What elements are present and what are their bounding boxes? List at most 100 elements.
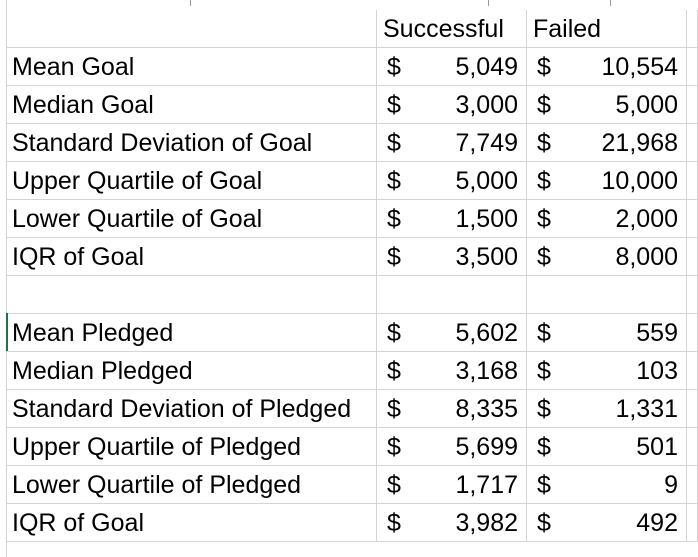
empty-row	[0, 276, 698, 314]
successful-cell[interactable]: $ 5,049	[377, 48, 527, 86]
currency-symbol: $	[387, 319, 401, 347]
failed-value: 10,554	[601, 53, 678, 81]
successful-value: 5,000	[455, 167, 518, 195]
cell[interactable]	[687, 10, 698, 48]
successful-cell[interactable]: $ 5,699	[377, 428, 527, 466]
row-label[interactable]: IQR of Goal	[7, 504, 377, 542]
cell[interactable]: Successful	[377, 10, 527, 48]
cell[interactable]	[687, 162, 698, 200]
cell[interactable]	[687, 48, 698, 86]
row-gutter	[0, 0, 7, 557]
failed-value: 21,968	[601, 129, 678, 157]
successful-cell[interactable]: $ 3,000	[377, 86, 527, 124]
currency-symbol: $	[387, 129, 401, 157]
cell[interactable]	[687, 504, 698, 542]
failed-value: 8,000	[615, 243, 678, 271]
currency-symbol: $	[387, 395, 401, 423]
active-cell-indicator	[6, 313, 8, 351]
table-row: Upper Quartile of Goal $ 5,000 $ 10,000	[0, 162, 698, 200]
header-failed: Failed	[533, 15, 602, 43]
currency-symbol: $	[537, 167, 551, 195]
cell[interactable]	[687, 276, 698, 314]
failed-cell[interactable]: $ 1,331	[527, 390, 687, 428]
cell[interactable]	[687, 390, 698, 428]
header-successful: Successful	[383, 15, 504, 43]
clipped-glyph	[190, 0, 191, 6]
cell[interactable]	[377, 276, 527, 314]
clipped-glyph	[610, 0, 611, 6]
row-label[interactable]: Mean Pledged	[7, 314, 377, 352]
currency-symbol: $	[387, 243, 401, 271]
failed-cell[interactable]: $ 8,000	[527, 238, 687, 276]
table-row: Lower Quartile of Pledged $ 1,717 $ 9	[0, 466, 698, 504]
failed-value: 5,000	[615, 91, 678, 119]
cell[interactable]	[7, 276, 377, 314]
cell[interactable]	[687, 314, 698, 352]
successful-value: 3,168	[455, 357, 518, 385]
currency-symbol: $	[537, 509, 551, 537]
failed-cell[interactable]: $ 9	[527, 466, 687, 504]
successful-value: 3,000	[455, 91, 518, 119]
failed-value: 9	[664, 471, 678, 499]
failed-cell[interactable]: $ 5,000	[527, 86, 687, 124]
failed-value: 103	[636, 357, 678, 385]
row-label[interactable]: Standard Deviation of Pledged	[7, 390, 377, 428]
successful-value: 1,500	[455, 205, 518, 233]
row-label[interactable]: Median Goal	[7, 86, 377, 124]
currency-symbol: $	[387, 205, 401, 233]
failed-cell[interactable]: $ 10,000	[527, 162, 687, 200]
failed-cell[interactable]: $ 103	[527, 352, 687, 390]
row-label[interactable]: Standard Deviation of Goal	[7, 124, 377, 162]
failed-cell[interactable]: $ 21,968	[527, 124, 687, 162]
cell[interactable]	[687, 200, 698, 238]
table-row: Median Goal $ 3,000 $ 5,000	[0, 86, 698, 124]
cell[interactable]	[687, 238, 698, 276]
currency-symbol: $	[387, 53, 401, 81]
successful-cell[interactable]: $ 3,168	[377, 352, 527, 390]
successful-value: 7,749	[455, 129, 518, 157]
failed-value: 559	[636, 319, 678, 347]
successful-cell[interactable]: $ 5,602	[377, 314, 527, 352]
cell[interactable]	[687, 466, 698, 504]
successful-cell[interactable]: $ 1,500	[377, 200, 527, 238]
successful-value: 5,602	[455, 319, 518, 347]
cell[interactable]	[527, 276, 687, 314]
table-row: Lower Quartile of Goal $ 1,500 $ 2,000	[0, 200, 698, 238]
row-label[interactable]: Upper Quartile of Goal	[7, 162, 377, 200]
currency-symbol: $	[387, 471, 401, 499]
cell[interactable]	[687, 124, 698, 162]
table-row: IQR of Goal $ 3,982 $ 492	[0, 504, 698, 542]
table-row: Mean Goal $ 5,049 $ 10,554	[0, 48, 698, 86]
successful-cell[interactable]: $ 3,500	[377, 238, 527, 276]
successful-cell[interactable]: $ 5,000	[377, 162, 527, 200]
currency-symbol: $	[387, 433, 401, 461]
currency-symbol: $	[537, 471, 551, 499]
row-label[interactable]: Median Pledged	[7, 352, 377, 390]
successful-cell[interactable]: $ 7,749	[377, 124, 527, 162]
row-label[interactable]: IQR of Goal	[7, 238, 377, 276]
successful-cell[interactable]: $ 1,717	[377, 466, 527, 504]
successful-cell[interactable]: $ 8,335	[377, 390, 527, 428]
cell[interactable]	[687, 352, 698, 390]
table-row: Upper Quartile of Pledged $ 5,699 $ 501	[0, 428, 698, 466]
failed-cell[interactable]: $ 492	[527, 504, 687, 542]
cell[interactable]	[687, 86, 698, 124]
failed-value: 2,000	[615, 205, 678, 233]
failed-cell[interactable]: $ 2,000	[527, 200, 687, 238]
row-label[interactable]: Mean Goal	[7, 48, 377, 86]
row-label[interactable]: Upper Quartile of Pledged	[7, 428, 377, 466]
failed-cell[interactable]: $ 10,554	[527, 48, 687, 86]
currency-symbol: $	[387, 167, 401, 195]
cell[interactable]	[687, 428, 698, 466]
failed-value: 1,331	[615, 395, 678, 423]
currency-symbol: $	[537, 129, 551, 157]
failed-cell[interactable]: $ 559	[527, 314, 687, 352]
row-label[interactable]: Lower Quartile of Goal	[7, 200, 377, 238]
successful-value: 3,500	[455, 243, 518, 271]
cell[interactable]: Failed	[527, 10, 687, 48]
row-label[interactable]: Lower Quartile of Pledged	[7, 466, 377, 504]
successful-cell[interactable]: $ 3,982	[377, 504, 527, 542]
failed-cell[interactable]: $ 501	[527, 428, 687, 466]
cell[interactable]	[7, 10, 377, 48]
